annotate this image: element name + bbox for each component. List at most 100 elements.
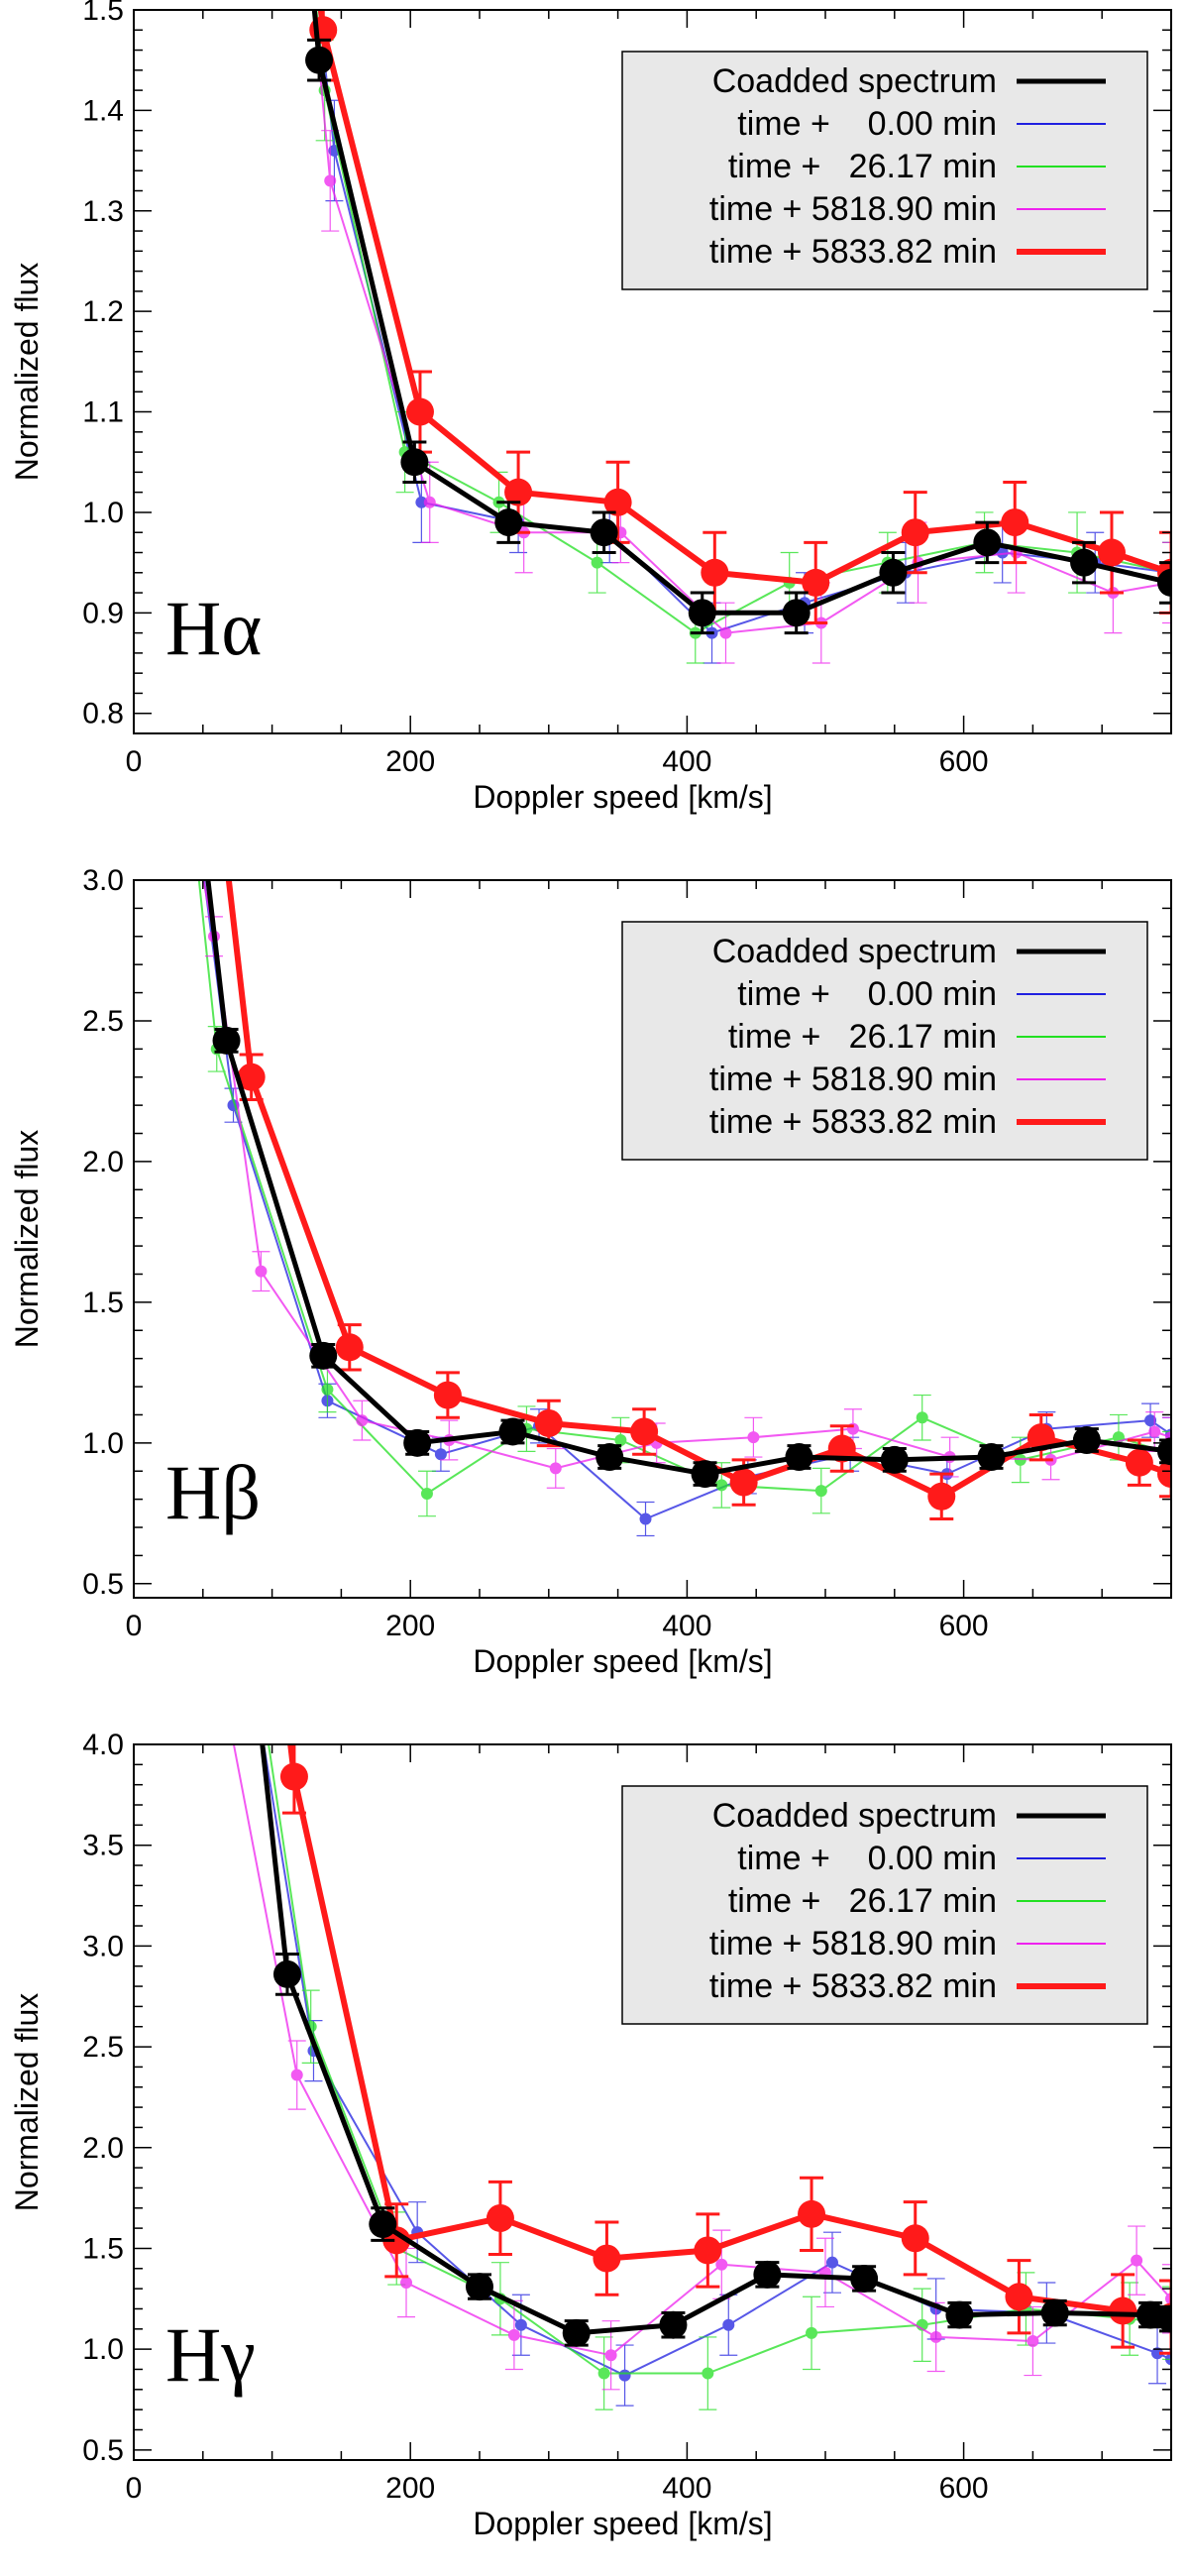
series-line-coadded [260, 1744, 1171, 2336]
data-point [595, 1443, 624, 1472]
data-point [1157, 1437, 1171, 1466]
data-point [400, 448, 429, 477]
data-point [1001, 508, 1029, 537]
data-point [403, 1428, 432, 1457]
data-point [290, 2069, 303, 2081]
data-point [1027, 2335, 1039, 2348]
data-point [324, 174, 337, 187]
chart-panel-2: 0 200 400 600 0.5 1.0 1.5 2.0 2.5 3.0 Doppler spee… [9, 864, 1172, 1679]
panel-label: Hβ [165, 1449, 261, 1535]
data-point [238, 1629, 266, 1657]
data-point [825, 2256, 838, 2269]
data-point [715, 2258, 728, 2271]
legend: Coadded spectrum time + 0.00 min time + 26… [621, 51, 1148, 290]
data-point [593, 2244, 621, 2273]
data-point [1144, 1414, 1157, 1427]
data-point [1151, 2347, 1164, 2360]
data-point [272, 1960, 301, 1988]
data-point [486, 2203, 514, 2232]
x-axis-title: Doppler speed [km/s] [473, 2506, 772, 2541]
data-point [701, 558, 729, 587]
data-point [433, 1381, 462, 1409]
data-point [405, 397, 434, 426]
legend-label: Coadded spectrum [712, 62, 997, 100]
data-point [798, 2199, 826, 2228]
data-point [753, 2260, 782, 2289]
data-point [305, 46, 334, 74]
y-tick-label: 1.0 [82, 1427, 124, 1460]
data-point [614, 1434, 627, 1447]
data-point [1070, 548, 1099, 577]
legend-label: time + 26.17 min [728, 1882, 997, 1920]
x-tick-label: 600 [939, 1610, 989, 1642]
x-tick-label: 600 [939, 2472, 989, 2505]
data-point [534, 1408, 563, 1437]
y-tick-label: 2.5 [82, 1005, 124, 1038]
y-tick-label: 4.0 [82, 1729, 124, 1761]
data-point [929, 2330, 942, 2343]
data-point [880, 1445, 909, 1474]
data-point [1097, 538, 1126, 567]
data-point [423, 496, 436, 508]
data-point [702, 2367, 714, 2380]
legend-label: time + 5833.82 min [709, 233, 997, 271]
data-point [232, 1577, 244, 1589]
data-point [722, 2318, 735, 2331]
series-line-t26 [197, 880, 1171, 1495]
data-point [1148, 1425, 1161, 1438]
y-tick-label: 3.5 [82, 1830, 124, 1862]
y-tick-label: 3.0 [82, 1930, 124, 1962]
chart-panel-1: 0 200 400 600 0.8 0.9 1.0 1.1 1.2 1.3 1.4 1.5 Dopple… [9, 0, 1172, 815]
legend-label: time + 0.00 min [737, 105, 997, 143]
x-tick-label: 0 [126, 2472, 143, 2505]
data-point [630, 1417, 659, 1446]
axes-frame [133, 879, 1172, 1599]
y-tick-label: 0.5 [82, 2434, 124, 2467]
legend-label: time + 0.00 min [737, 975, 997, 1013]
data-point [321, 1383, 334, 1396]
data-point [603, 488, 632, 516]
series-coadded [205, 880, 1171, 1489]
data-point [591, 556, 603, 569]
data-point [729, 1468, 758, 1497]
legend-label: Coadded spectrum [712, 1797, 997, 1835]
x-tick-label: 600 [939, 745, 989, 778]
data-point [879, 558, 908, 587]
legend-label: time + 26.17 min [728, 148, 997, 185]
data-point [604, 2349, 617, 2362]
data-point [335, 1333, 364, 1362]
data-point [785, 1443, 813, 1472]
x-tick-label: 200 [385, 745, 435, 778]
y-tick-label: 0.9 [82, 597, 124, 629]
x-tick-label: 400 [662, 1610, 711, 1642]
y-axis-title: Normalized flux [9, 263, 45, 482]
x-tick-label: 0 [126, 745, 143, 778]
data-point [197, 1577, 209, 1589]
x-axis-title: Doppler speed [km/s] [473, 779, 772, 815]
plot-area [197, 1577, 1171, 2410]
data-point [434, 1448, 447, 1461]
data-point [1157, 568, 1171, 597]
y-tick-label: 0.8 [82, 698, 124, 730]
data-point [239, 1577, 251, 1589]
data-point [237, 1063, 266, 1091]
legend: Coadded spectrum time + 0.00 min time + 26… [621, 921, 1148, 1161]
data-point [691, 1460, 719, 1489]
axes-frame [133, 1743, 1172, 2461]
y-tick-label: 1.3 [82, 195, 124, 228]
data-point [504, 478, 533, 506]
data-point [916, 1411, 928, 1424]
y-axis-title: Normalized flux [9, 1130, 45, 1349]
y-tick-label: 1.5 [82, 2232, 124, 2265]
data-point [802, 568, 830, 597]
data-point [279, 1762, 308, 1791]
data-point [806, 2326, 818, 2339]
x-axis-title: Doppler speed [km/s] [473, 1643, 772, 1679]
legend-label: time + 5818.90 min [709, 1061, 997, 1098]
data-point [1157, 2304, 1171, 2333]
data-point [977, 1443, 1006, 1472]
data-point [1136, 2300, 1165, 2329]
panel-label: Hγ [165, 2311, 256, 2398]
data-point [1125, 1448, 1153, 1477]
